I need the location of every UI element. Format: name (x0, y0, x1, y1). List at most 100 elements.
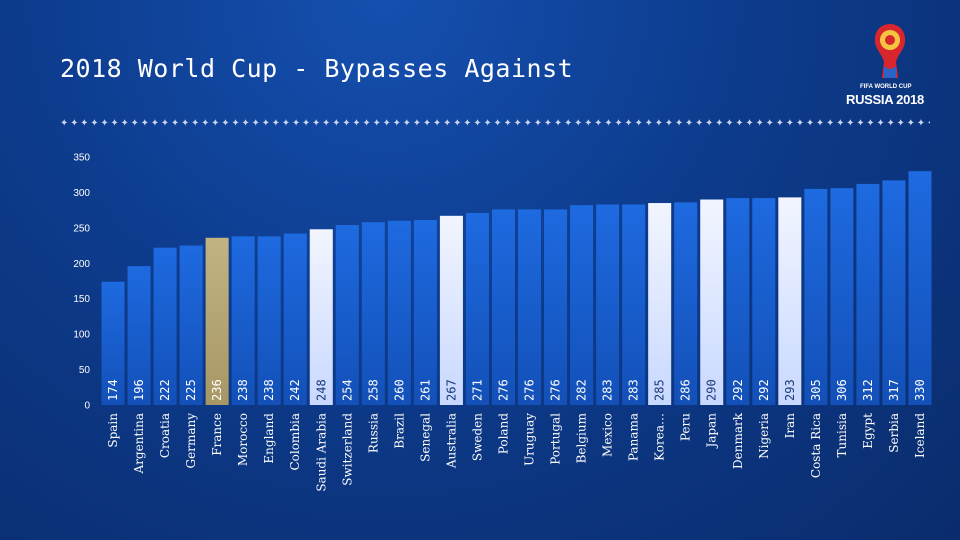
data-label: 258 (366, 379, 380, 401)
data-label: 292 (731, 379, 745, 401)
data-label: 286 (679, 379, 693, 401)
x-tick-label: Australia (444, 413, 458, 469)
y-tick-label: 150 (73, 294, 90, 305)
y-tick-label: 200 (73, 259, 90, 270)
bar (231, 236, 255, 405)
x-tick-label: Colombia (288, 413, 302, 471)
bar (491, 209, 515, 405)
x-tick-label: Peru (679, 413, 693, 441)
data-label: 283 (627, 379, 641, 401)
bar (179, 245, 203, 405)
y-tick-label: 300 (73, 188, 90, 199)
x-tick-label: Belgium (575, 412, 589, 463)
x-tick-label: Argentina (132, 413, 146, 474)
bar (413, 220, 437, 405)
bar (544, 209, 568, 405)
x-tick-label: Costa Rica (809, 413, 823, 478)
data-label: 254 (340, 379, 354, 401)
data-label: 312 (861, 379, 875, 401)
bar (335, 225, 359, 405)
bar (127, 266, 151, 405)
bar (622, 204, 646, 405)
data-label: 276 (523, 379, 537, 401)
data-label: 196 (132, 379, 146, 401)
data-label: 292 (757, 379, 771, 401)
bar (752, 198, 776, 405)
x-tick-label: Senegal (418, 413, 432, 462)
bar (674, 202, 698, 405)
bar (387, 220, 411, 405)
x-tick-label: Portugal (549, 413, 563, 465)
x-tick-label: Panama (627, 413, 641, 461)
x-tick-label: Croatia (158, 413, 172, 458)
data-label: 276 (496, 379, 510, 401)
data-label: 271 (470, 379, 484, 401)
x-tick-label: England (262, 413, 276, 464)
data-label: 261 (418, 379, 432, 401)
y-tick-label: 50 (79, 365, 91, 376)
data-label: 317 (887, 379, 901, 401)
data-label: 238 (236, 379, 250, 401)
decorative-divider: ✦✦✦✦✦✦✦✦✦✦✦✦✦✦✦✦✦✦✦✦✦✦✦✦✦✦✦✦✦✦✦✦✦✦✦✦✦✦✦✦… (60, 118, 930, 129)
x-tick-label: Nigeria (757, 413, 771, 459)
x-tick-label: Spain (106, 413, 120, 448)
slide-title: 2018 World Cup - Bypasses Against (60, 54, 574, 83)
bar (700, 199, 724, 405)
x-tick-label: Russia (366, 413, 380, 453)
data-label: 290 (705, 379, 719, 401)
data-label: 260 (392, 379, 406, 401)
bar (804, 188, 828, 405)
x-tick-label: Serbia (887, 413, 901, 453)
logo-caption-small: FIFA WORLD CUP (860, 84, 912, 90)
data-label: 330 (913, 379, 927, 401)
x-tick-label: Korea… (653, 413, 667, 461)
data-label: 267 (444, 379, 458, 401)
bar (856, 183, 880, 405)
bar (778, 197, 802, 405)
data-label: 283 (601, 379, 615, 401)
data-label: 305 (809, 379, 823, 401)
bar (101, 281, 125, 405)
data-label: 174 (106, 379, 120, 401)
x-tick-label: France (210, 413, 224, 456)
logo-caption-large: RUSSIA 2018 (846, 92, 924, 107)
x-tick-label: Brazil (392, 413, 406, 449)
x-tick-label: Uruguay (523, 413, 537, 466)
x-tick-label: Iceland (913, 413, 927, 458)
x-tick-label: Switzerland (340, 413, 354, 486)
y-tick-label: 250 (73, 223, 90, 234)
bar (596, 204, 620, 405)
x-tick-label: Morocco (236, 413, 250, 466)
y-tick-label: 350 (73, 153, 90, 164)
x-tick-label: Saudi Arabia (314, 413, 328, 492)
data-label: 248 (314, 379, 328, 401)
bar (518, 209, 542, 405)
bar (257, 236, 281, 405)
data-label: 242 (288, 379, 302, 401)
bar (570, 205, 594, 405)
bar (439, 215, 463, 405)
y-tick-label: 100 (73, 330, 90, 341)
bar (648, 203, 672, 405)
x-tick-label: Germany (184, 413, 198, 469)
data-label: 225 (184, 379, 198, 401)
x-tick-label: Sweden (470, 413, 484, 461)
x-tick-label: Iran (783, 413, 797, 439)
bar (361, 222, 385, 405)
data-label: 285 (653, 379, 667, 401)
x-tick-label: Egypt (861, 413, 875, 449)
world-cup-trophy-logo-icon (874, 24, 906, 78)
bar (908, 171, 932, 405)
bar (882, 180, 906, 405)
data-label: 293 (783, 379, 797, 401)
x-tick-label: Denmark (731, 412, 745, 469)
bar (153, 247, 177, 405)
x-tick-label: Poland (496, 413, 510, 455)
data-label: 238 (262, 379, 276, 401)
bar (830, 188, 854, 405)
bar (465, 212, 489, 405)
data-label: 306 (835, 379, 849, 401)
y-tick-label: 0 (84, 401, 90, 412)
data-label: 282 (575, 379, 589, 401)
